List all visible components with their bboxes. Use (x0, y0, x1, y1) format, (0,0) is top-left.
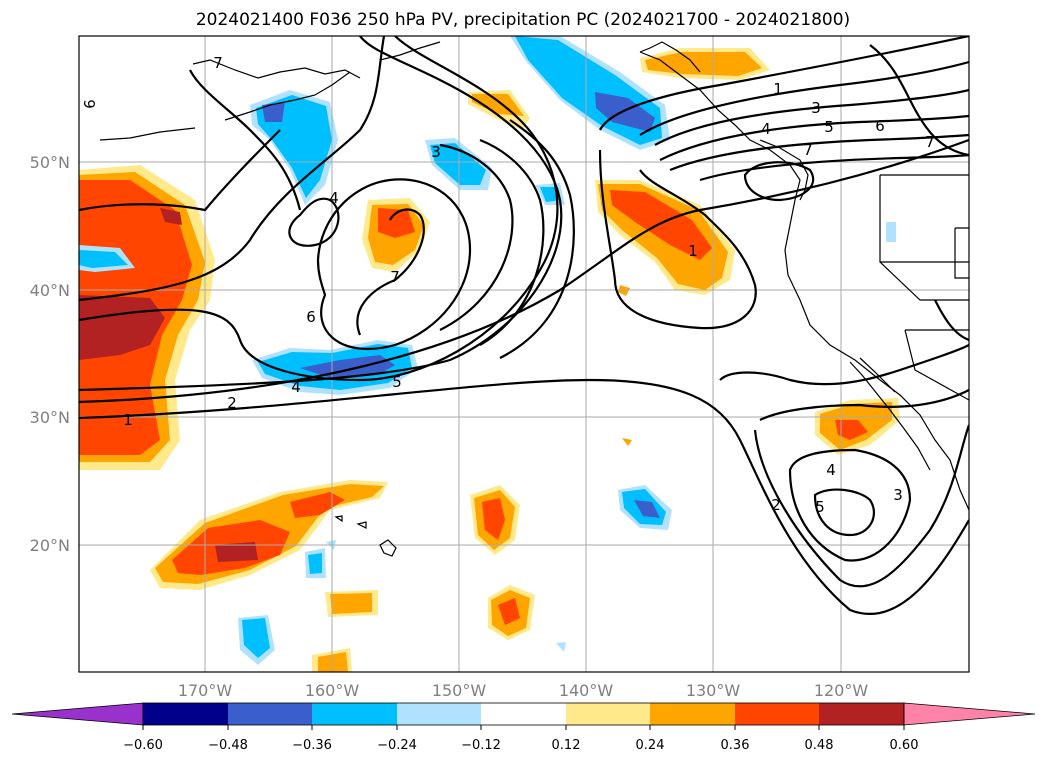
colorbar: −0.60 −0.48 −0.36 −0.24 −0.12 0.12 0.24 … (11, 702, 1036, 753)
contour-label: 1 (123, 411, 133, 429)
colorbar-segment (650, 703, 735, 725)
colorbar-tick-label: 0.48 (805, 738, 834, 753)
colorbar-extend-high (903, 702, 1036, 726)
precip-positive-midwest (362, 198, 430, 272)
lon-label: 120°W (814, 681, 869, 700)
contour-label: 4 (329, 189, 339, 207)
contour-label: 1 (773, 80, 783, 98)
colorbar-tick-label: −0.24 (377, 738, 417, 753)
lon-label: 160°W (305, 681, 360, 700)
colorbar-segment (312, 703, 397, 725)
contour-label: 5 (824, 118, 834, 136)
pv-contours (79, 36, 969, 616)
colorbar-segment (228, 703, 312, 725)
contour-label: 7 (390, 268, 400, 286)
map-title: 2024021400 F036 250 hPa PV, precipitatio… (196, 10, 850, 30)
contour-labels: 7 9 3 4 7 6 4 5 2 1 1 3 5 6 4 7 7 1 2 4 … (80, 54, 935, 516)
lat-label: 30°N (30, 408, 70, 427)
contour-label: 4 (291, 378, 301, 396)
lat-label: 50°N (30, 153, 70, 172)
contour-label: 2 (771, 496, 781, 514)
colorbar-tick-label: 0.12 (552, 738, 581, 753)
colorbar-tick-label: −0.36 (292, 738, 332, 753)
colorbar-tick-label: 0.24 (636, 738, 665, 753)
plot-frame (78, 35, 970, 673)
lon-label: 170°W (178, 681, 233, 700)
colorbar-segment (143, 703, 228, 725)
precip-positive-subtropical (150, 480, 388, 590)
colorbar-extend-low (11, 702, 144, 726)
contour-label: 9 (80, 99, 98, 109)
colorbar-segment (397, 703, 481, 725)
colorbar-segment (819, 703, 904, 725)
lon-label: 150°W (432, 681, 487, 700)
contour-label: 1 (688, 242, 698, 260)
colorbar-segment (735, 703, 819, 725)
contour-label: 4 (761, 120, 771, 138)
contour-label: 3 (893, 486, 903, 504)
contour-label: 3 (431, 143, 441, 161)
colorbar-tick-label: −0.12 (461, 738, 501, 753)
coastlines (99, 41, 969, 557)
latitude-labels: 50°N 40°N 30°N 20°N (30, 153, 70, 555)
contour-label: 7 (925, 133, 935, 151)
colorbar-tick-label: 0.36 (721, 738, 750, 753)
colorbar-segment (481, 703, 566, 725)
lon-label: 130°W (686, 681, 741, 700)
contour-label: 5 (815, 498, 825, 516)
contour-label: 6 (306, 308, 316, 326)
lon-label: 140°W (559, 681, 614, 700)
contour-label: 5 (392, 373, 402, 391)
precip-positive-central-pacific (312, 90, 632, 672)
contour-label: 6 (875, 117, 885, 135)
lat-label: 20°N (30, 536, 70, 555)
colorbar-segment (566, 703, 650, 725)
colorbar-tick-label: −0.60 (123, 738, 163, 753)
longitude-labels: 170°W 160°W 150°W 140°W 130°W 120°W (178, 681, 869, 700)
contour-label: 7 (803, 141, 813, 159)
contour-label: 2 (227, 394, 237, 412)
colorbar-tick-label: 0.60 (890, 738, 919, 753)
contour-label: 4 (826, 461, 836, 479)
lat-label: 40°N (30, 281, 70, 300)
contour-label: 3 (811, 99, 821, 117)
contour-label: 7 (213, 54, 223, 72)
colorbar-tick-label: −0.48 (208, 738, 248, 753)
